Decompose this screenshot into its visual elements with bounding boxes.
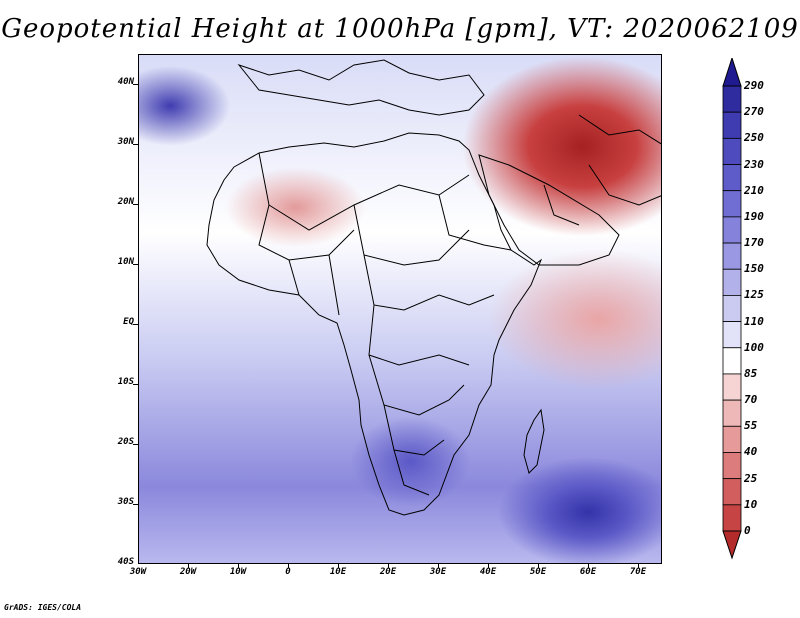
lon-label-30w: 30W [129, 567, 147, 577]
lon-label-20e: 20E [379, 567, 397, 577]
colorbar-label: 100 [744, 340, 764, 354]
colorbar-label: 40 [744, 445, 758, 459]
colorbar-label: 290 [744, 79, 764, 92]
colorbar-label: 250 [744, 131, 764, 145]
lat-label-eq: EQ [123, 317, 134, 327]
colorbar-box [722, 452, 742, 480]
lat-label-30s: 30S [117, 497, 134, 507]
lon-tick [588, 564, 589, 568]
colorbar-label: 230 [744, 157, 764, 171]
colorbar-top-arrow [722, 58, 742, 87]
europe-coast [237, 59, 485, 116]
lon-tick [338, 564, 339, 568]
colorbar-bottom-arrow [722, 530, 742, 560]
colorbar-box [722, 164, 742, 192]
lon-label-50e: 50E [529, 567, 547, 577]
colorbar-label: 170 [744, 236, 764, 250]
lon-label-20w: 20W [179, 567, 197, 577]
country-borders [206, 59, 661, 516]
lon-tick [288, 564, 289, 568]
colorbar-box [722, 111, 742, 139]
colorbar-box [722, 347, 742, 375]
colorbar-box [722, 399, 742, 427]
colorbar-label: 270 [744, 105, 764, 119]
lat-label-20n: 20N [117, 197, 134, 207]
lat-tick [133, 144, 138, 145]
colorbar-box [722, 295, 742, 322]
colorbar-label: 55 [744, 419, 758, 433]
colorbar-box [722, 478, 742, 506]
colorbar [722, 58, 742, 560]
colorbar-box [722, 242, 742, 270]
colorbar-box [722, 321, 742, 349]
colorbar-label: 125 [744, 288, 764, 302]
colorbar-box [722, 504, 742, 532]
lon-label-0: 0 [285, 567, 291, 577]
madagascar [523, 408, 545, 474]
colorbar-box [722, 425, 742, 453]
lon-tick [438, 564, 439, 568]
lat-label-30n: 30N [117, 137, 134, 147]
lon-tick [538, 564, 539, 568]
colorbar-label: 85 [744, 366, 758, 380]
lat-label-20s: 20S [117, 437, 134, 447]
colorbar-label: 210 [744, 183, 764, 197]
colorbar-box [722, 216, 742, 244]
lon-tick [388, 564, 389, 568]
colorbar-box [722, 190, 742, 218]
lon-label-30e: 30E [429, 567, 447, 577]
lon-label-10w: 10W [229, 567, 247, 577]
lat-label-10s: 10S [117, 377, 134, 387]
lat-tick [133, 264, 138, 265]
chart-title: Geopotential Height at 1000hPa [gpm], VT… [1, 14, 799, 44]
lat-label-40s: 40S [117, 557, 134, 567]
lon-label-10e: 10E [329, 567, 347, 577]
map-panel [138, 54, 662, 564]
africa-coastline [206, 132, 543, 516]
lon-tick [188, 564, 189, 568]
lat-tick [133, 504, 138, 505]
colorbar-box [722, 373, 742, 401]
lat-tick [133, 324, 138, 325]
colorbar-label: 10 [744, 497, 758, 511]
arabian-peninsula [478, 154, 620, 266]
lat-tick [133, 204, 138, 205]
lat-tick [133, 384, 138, 385]
lon-tick [238, 564, 239, 568]
lat-label-40n: 40N [117, 77, 134, 87]
colorbar-label: 70 [744, 393, 758, 407]
footer-credit: GrADS: IGES/COLA [4, 603, 82, 612]
colorbar-box [722, 268, 742, 296]
lon-tick [488, 564, 489, 568]
colorbar-box [722, 85, 742, 113]
lon-label-70e: 70E [629, 567, 647, 577]
lon-label-40e: 40E [479, 567, 497, 577]
lat-label-10n: 10N [117, 257, 134, 267]
colorbar-label: 110 [744, 314, 764, 328]
colorbar-box [722, 137, 742, 165]
colorbar-label: 25 [744, 471, 758, 485]
colorbar-label: 0 [744, 524, 751, 537]
colorbar-label: 150 [744, 262, 764, 276]
lon-label-60e: 60E [579, 567, 597, 577]
lon-tick [638, 564, 639, 568]
colorbar-label: 190 [744, 209, 764, 223]
lat-tick [133, 84, 138, 85]
lat-tick [133, 444, 138, 445]
